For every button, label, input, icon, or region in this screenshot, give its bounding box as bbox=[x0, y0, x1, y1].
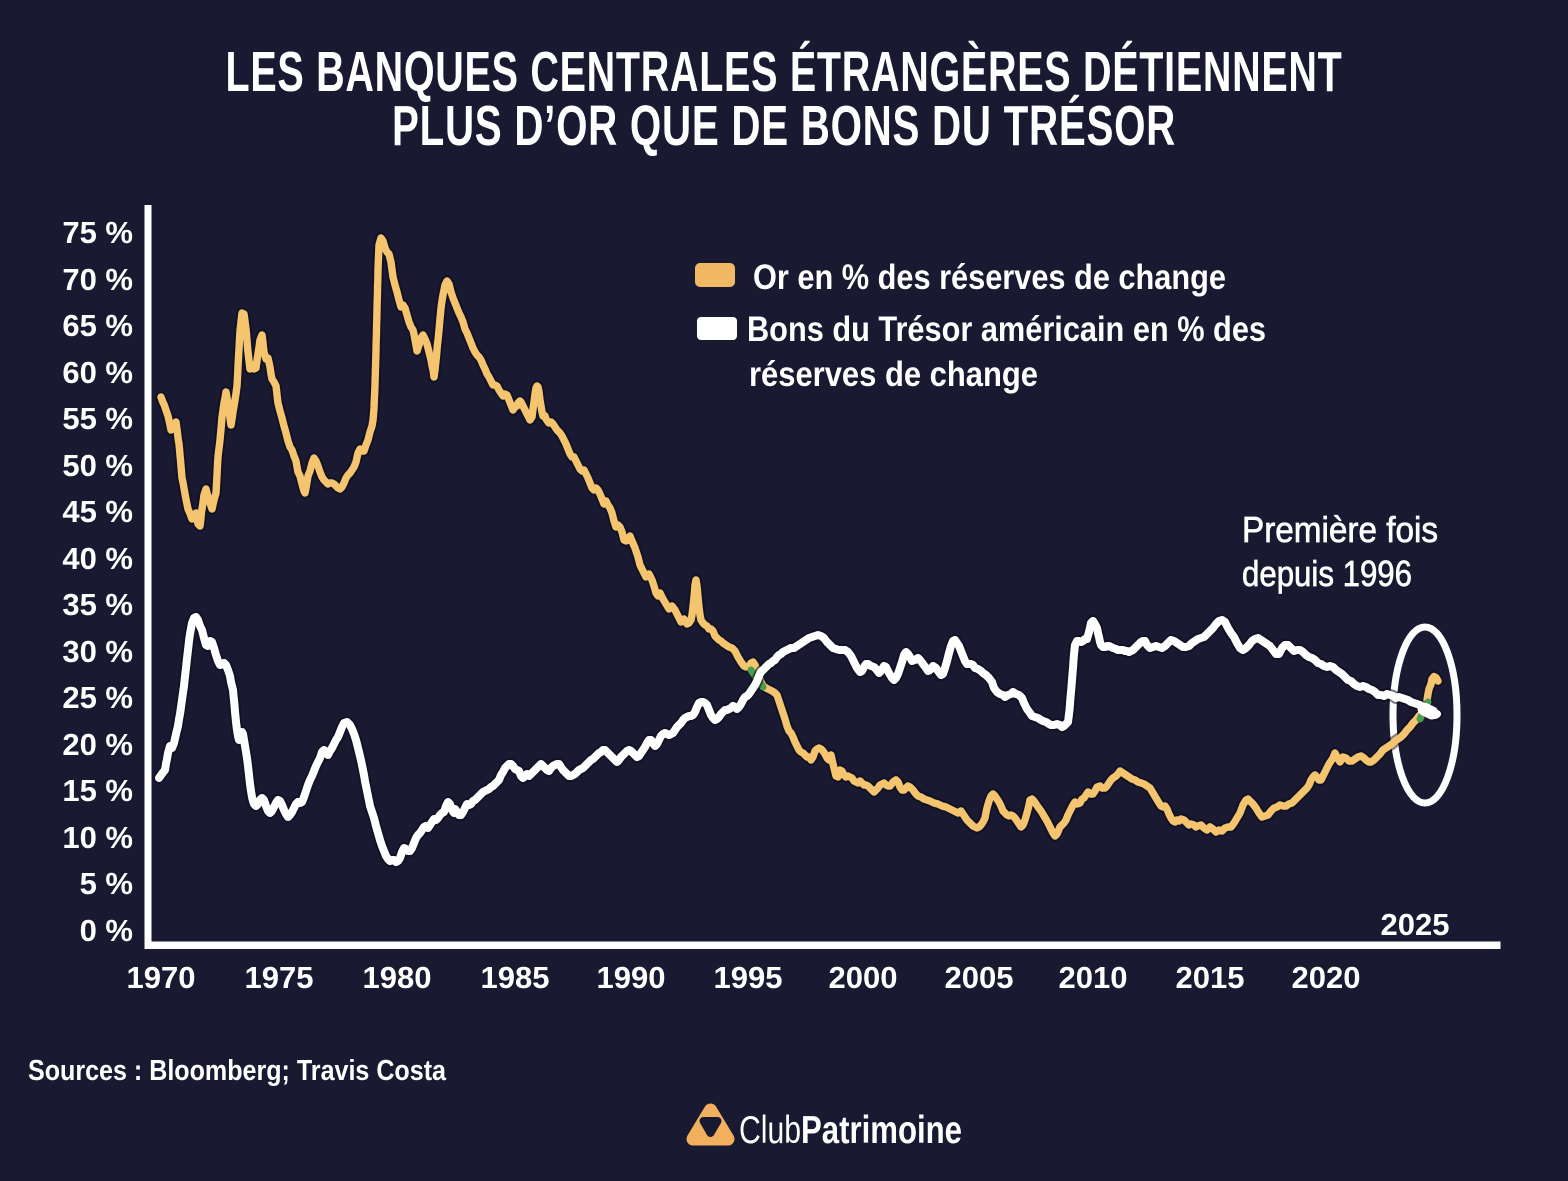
svg-text:25 %: 25 % bbox=[62, 680, 133, 715]
svg-text:20 %: 20 % bbox=[62, 727, 133, 762]
svg-text:40 %: 40 % bbox=[62, 541, 133, 576]
svg-text:75 %: 75 % bbox=[62, 215, 133, 250]
svg-text:depuis 1996: depuis 1996 bbox=[1242, 553, 1412, 594]
svg-text:15 %: 15 % bbox=[62, 773, 133, 808]
svg-text:60 %: 60 % bbox=[62, 355, 133, 390]
svg-text:2000: 2000 bbox=[829, 960, 898, 995]
svg-text:1995: 1995 bbox=[714, 960, 783, 995]
svg-text:1975: 1975 bbox=[245, 960, 314, 995]
svg-text:1985: 1985 bbox=[481, 960, 550, 995]
svg-text:30 %: 30 % bbox=[62, 634, 133, 669]
svg-text:1970: 1970 bbox=[127, 960, 196, 995]
svg-text:PLUS D’OR QUE DE BONS DU TRÉSO: PLUS D’OR QUE DE BONS DU TRÉSOR bbox=[392, 94, 1176, 158]
svg-text:45 %: 45 % bbox=[62, 494, 133, 529]
svg-text:LES BANQUES CENTRALES ÉTRANGÈR: LES BANQUES CENTRALES ÉTRANGÈRES DÉTIENN… bbox=[226, 40, 1343, 104]
svg-text:55 %: 55 % bbox=[62, 401, 133, 436]
svg-text:1980: 1980 bbox=[363, 960, 432, 995]
svg-text:2020: 2020 bbox=[1292, 960, 1361, 995]
svg-text:10 %: 10 % bbox=[62, 820, 133, 855]
svg-text:réserves de change: réserves de change bbox=[749, 355, 1038, 394]
svg-text:70 %: 70 % bbox=[62, 262, 133, 297]
svg-text:Club: Club bbox=[739, 1109, 801, 1152]
svg-text:5 %: 5 % bbox=[80, 866, 133, 901]
svg-text:2025: 2025 bbox=[1381, 907, 1450, 942]
svg-text:Sources : Bloomberg; Travis Co: Sources : Bloomberg; Travis Costa bbox=[28, 1055, 447, 1087]
svg-text:35 %: 35 % bbox=[62, 587, 133, 622]
svg-text:2010: 2010 bbox=[1059, 960, 1128, 995]
svg-text:0 %: 0 % bbox=[80, 913, 133, 948]
svg-text:65 %: 65 % bbox=[62, 308, 133, 343]
svg-text:1990: 1990 bbox=[597, 960, 666, 995]
svg-text:Bons du Trésor américain en %: Bons du Trésor américain en % des bbox=[747, 310, 1266, 349]
svg-text:Première fois: Première fois bbox=[1242, 509, 1438, 550]
svg-text:Patrimoine: Patrimoine bbox=[801, 1109, 962, 1152]
svg-text:50 %: 50 % bbox=[62, 448, 133, 483]
svg-text:2015: 2015 bbox=[1176, 960, 1245, 995]
svg-text:2005: 2005 bbox=[945, 960, 1014, 995]
svg-text:Or en % des réserves de change: Or en % des réserves de change bbox=[753, 258, 1226, 297]
